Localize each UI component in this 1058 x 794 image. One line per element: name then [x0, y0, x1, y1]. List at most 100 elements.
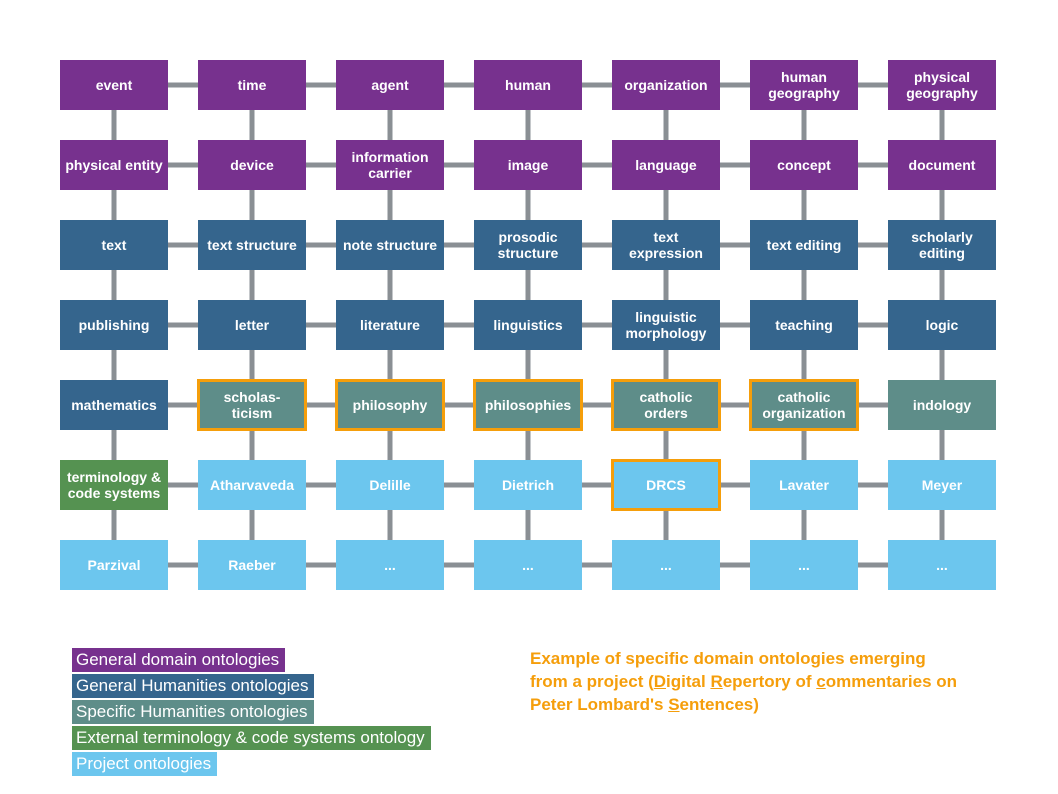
- node-r4c6: indology: [888, 380, 996, 430]
- node-r4c3: philosophies: [474, 380, 582, 430]
- node-label: physical geography: [892, 69, 992, 101]
- node-label: linguistics: [493, 317, 562, 333]
- node-label: Atharvaveda: [210, 477, 294, 493]
- node-label: publishing: [79, 317, 150, 333]
- node-label: concept: [777, 157, 831, 173]
- node-r0c6: physical geography: [888, 60, 996, 110]
- node-r5c3: Dietrich: [474, 460, 582, 510]
- node-r5c0: terminology & code systems: [60, 460, 168, 510]
- node-r6c5: ...: [750, 540, 858, 590]
- node-label: ...: [384, 557, 396, 573]
- node-label: Raeber: [228, 557, 275, 573]
- node-label: text expression: [616, 229, 716, 261]
- node-r3c3: linguistics: [474, 300, 582, 350]
- node-label: event: [96, 77, 133, 93]
- node-label: text editing: [767, 237, 842, 253]
- node-r5c6: Meyer: [888, 460, 996, 510]
- node-r2c1: text structure: [198, 220, 306, 270]
- node-r3c5: teaching: [750, 300, 858, 350]
- node-r4c5: catholic organization: [750, 380, 858, 430]
- node-r3c1: letter: [198, 300, 306, 350]
- node-label: letter: [235, 317, 269, 333]
- node-label: catholic organization: [754, 389, 854, 421]
- node-r6c3: ...: [474, 540, 582, 590]
- node-label: image: [508, 157, 548, 173]
- node-r2c5: text editing: [750, 220, 858, 270]
- node-label: philosophy: [353, 397, 428, 413]
- node-r3c0: publishing: [60, 300, 168, 350]
- node-r6c1: Raeber: [198, 540, 306, 590]
- caption: Example of specific domain ontologies em…: [530, 648, 960, 717]
- node-r2c2: note structure: [336, 220, 444, 270]
- node-label: scholarly editing: [892, 229, 992, 261]
- node-label: human geography: [754, 69, 854, 101]
- node-r0c1: time: [198, 60, 306, 110]
- node-label: Dietrich: [502, 477, 554, 493]
- node-label: note structure: [343, 237, 437, 253]
- node-label: Lavater: [779, 477, 829, 493]
- node-label: Meyer: [922, 477, 962, 493]
- node-label: text structure: [207, 237, 296, 253]
- node-r0c5: human geography: [750, 60, 858, 110]
- node-label: DRCS: [646, 477, 686, 493]
- node-r1c4: language: [612, 140, 720, 190]
- node-label: text: [102, 237, 127, 253]
- node-label: philosophies: [485, 397, 571, 413]
- node-r1c2: information carrier: [336, 140, 444, 190]
- node-r4c2: philosophy: [336, 380, 444, 430]
- node-r1c3: image: [474, 140, 582, 190]
- node-r0c4: organization: [612, 60, 720, 110]
- node-label: linguistic morphology: [616, 309, 716, 341]
- node-label: logic: [926, 317, 959, 333]
- node-r4c0: mathematics: [60, 380, 168, 430]
- node-r3c6: logic: [888, 300, 996, 350]
- node-label: physical entity: [65, 157, 162, 173]
- node-r6c4: ...: [612, 540, 720, 590]
- node-label: human: [505, 77, 551, 93]
- node-label: literature: [360, 317, 420, 333]
- legend: General domain ontologiesGeneral Humanit…: [72, 648, 431, 778]
- node-r6c0: Parzival: [60, 540, 168, 590]
- node-label: mathematics: [71, 397, 157, 413]
- node-r0c2: agent: [336, 60, 444, 110]
- node-r4c1: scholas- ticism: [198, 380, 306, 430]
- node-r1c0: physical entity: [60, 140, 168, 190]
- node-label: indology: [913, 397, 971, 413]
- node-label: agent: [371, 77, 408, 93]
- node-label: information carrier: [340, 149, 440, 181]
- node-r6c6: ...: [888, 540, 996, 590]
- legend-item: Specific Humanities ontologies: [72, 700, 314, 724]
- node-label: prosodic structure: [478, 229, 578, 261]
- node-r0c0: event: [60, 60, 168, 110]
- node-label: Parzival: [88, 557, 141, 573]
- node-r5c1: Atharvaveda: [198, 460, 306, 510]
- node-label: ...: [798, 557, 810, 573]
- node-r2c6: scholarly editing: [888, 220, 996, 270]
- node-r5c5: Lavater: [750, 460, 858, 510]
- node-r1c1: device: [198, 140, 306, 190]
- node-r2c3: prosodic structure: [474, 220, 582, 270]
- node-r5c4: DRCS: [612, 460, 720, 510]
- node-r1c6: document: [888, 140, 996, 190]
- node-label: time: [238, 77, 267, 93]
- node-label: ...: [660, 557, 672, 573]
- node-r6c2: ...: [336, 540, 444, 590]
- node-label: organization: [624, 77, 707, 93]
- legend-item: General domain ontologies: [72, 648, 285, 672]
- node-label: terminology & code systems: [64, 469, 164, 501]
- node-r3c2: literature: [336, 300, 444, 350]
- node-label: teaching: [775, 317, 833, 333]
- legend-item: External terminology & code systems onto…: [72, 726, 431, 750]
- node-label: ...: [936, 557, 948, 573]
- node-r0c3: human: [474, 60, 582, 110]
- node-label: scholas- ticism: [202, 389, 302, 421]
- node-label: document: [909, 157, 976, 173]
- legend-item: Project ontologies: [72, 752, 217, 776]
- node-label: ...: [522, 557, 534, 573]
- node-r2c0: text: [60, 220, 168, 270]
- node-label: device: [230, 157, 274, 173]
- ontology-grid: event time agent human organization human geo…: [60, 60, 1030, 670]
- node-r1c5: concept: [750, 140, 858, 190]
- legend-item: General Humanities ontologies: [72, 674, 314, 698]
- node-r2c4: text expression: [612, 220, 720, 270]
